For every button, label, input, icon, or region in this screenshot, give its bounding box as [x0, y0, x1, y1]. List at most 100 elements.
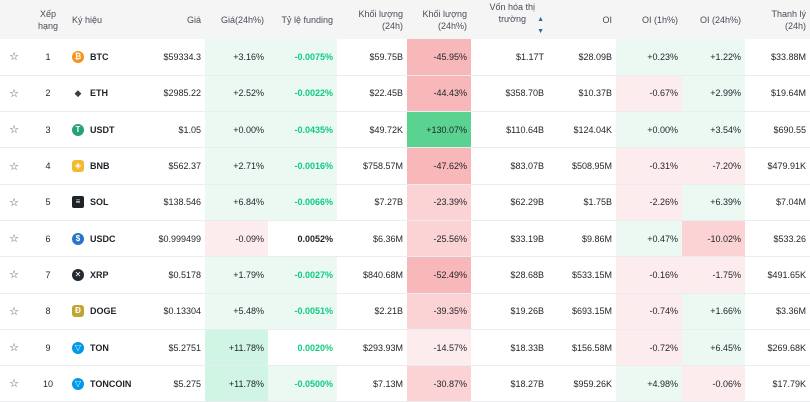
- price-change-cell: +2.52%: [205, 75, 268, 112]
- symbol-cell[interactable]: ▽ TONCOIN: [68, 366, 140, 402]
- oi-24h-cell: -0.06%: [682, 365, 745, 402]
- favorite-star-icon[interactable]: ☆: [9, 305, 19, 318]
- favorite-star-icon[interactable]: ☆: [9, 160, 19, 173]
- favorite-star-icon[interactable]: ☆: [9, 378, 19, 391]
- oi-1h-cell: +0.00%: [616, 111, 682, 148]
- symbol-cell[interactable]: ▽ TON: [68, 329, 140, 365]
- symbol-cell[interactable]: Ð DOGE: [68, 293, 140, 329]
- rank-header[interactable]: Xếp hạng: [37, 8, 59, 31]
- table-row[interactable]: ☆ 6 $ USDC $0.999499 -0.09% 0.0052% $6.36M -25.5…: [0, 220, 810, 257]
- volume-cell: $6.36M: [372, 233, 403, 244]
- liquidation-cell: $17.79K: [772, 378, 806, 389]
- oi-24h-cell: +6.45%: [682, 329, 745, 366]
- volume-change-cell: -47.62%: [407, 147, 471, 185]
- table-row[interactable]: ☆ 5 ≡ SOL $138.546 +6.84% -0.0066% $7.27B -23.39…: [0, 184, 810, 221]
- price-cell: $5.275: [173, 378, 201, 389]
- star-column-header: [0, 0, 28, 39]
- table-row[interactable]: ☆ 4 ◈ BNB $562.37 +2.71% -0.0016% $758.57M -47.6…: [0, 147, 810, 185]
- symbol-cell[interactable]: $ USDC: [68, 220, 140, 256]
- table-row[interactable]: ☆ 8 Ð DOGE $0.13304 +5.48% -0.0051% $2.21B -39.3…: [0, 293, 810, 330]
- table-row[interactable]: ☆ 9 ▽ TON $5.2751 +11.78% 0.0020% $293.93M -14.5…: [0, 329, 810, 366]
- favorite-star-icon[interactable]: ☆: [9, 87, 19, 100]
- favorite-star-icon[interactable]: ☆: [9, 124, 19, 137]
- oi-1h-cell: +4.98%: [616, 365, 682, 402]
- oi-1h-cell: +0.47%: [616, 220, 682, 257]
- oi-header[interactable]: OI: [602, 14, 612, 25]
- price-change-header[interactable]: Giá(24h%): [220, 14, 264, 25]
- volume-change-cell: -23.39%: [407, 184, 471, 221]
- symbol-label: USDC: [90, 233, 116, 244]
- oi-24h-cell: +1.66%: [682, 293, 745, 330]
- funding-header[interactable]: Tỷ lệ funding: [281, 14, 333, 25]
- favorite-star-icon[interactable]: ☆: [9, 342, 19, 355]
- symbol-label: USDT: [90, 124, 115, 135]
- funding-cell: -0.0051%: [268, 293, 337, 330]
- liquidation-cell: $690.55: [773, 124, 806, 135]
- price-header[interactable]: Giá: [186, 14, 201, 25]
- table-row[interactable]: ☆ 1 ₿ BTC $59334.3 +3.16% -0.0075% $59.75B -45.9…: [0, 39, 810, 76]
- price-change-cell: +5.48%: [205, 293, 268, 330]
- oi-24h-cell: +6.39%: [682, 184, 745, 221]
- symbol-header[interactable]: Ký hiệu: [72, 14, 103, 25]
- rank-cell: 5: [45, 197, 51, 208]
- oi-cell: $1.75B: [583, 197, 612, 208]
- volume-cell: $49.72K: [369, 124, 403, 135]
- rank-cell: 1: [45, 51, 51, 62]
- funding-cell: -0.0500%: [268, 365, 337, 402]
- favorite-star-icon[interactable]: ☆: [9, 196, 19, 209]
- symbol-cell[interactable]: ✕ XRP: [68, 257, 140, 293]
- liquidation-cell: $533.26: [773, 233, 806, 244]
- favorite-star-icon[interactable]: ☆: [9, 269, 19, 282]
- sort-icon[interactable]: ▲ ▼: [537, 15, 544, 36]
- liquidation-cell: $3.36M: [775, 306, 806, 317]
- symbol-label: BNB: [90, 161, 110, 172]
- favorite-star-icon[interactable]: ☆: [9, 51, 19, 64]
- funding-cell: -0.0435%: [268, 111, 337, 148]
- market-cap-cell: $33.19B: [510, 233, 544, 244]
- oi-24h-cell: -7.20%: [682, 147, 745, 185]
- funding-cell: -0.0027%: [268, 256, 337, 294]
- price-change-cell: +11.78%: [205, 365, 268, 402]
- market-cap-cell: $62.29B: [510, 197, 544, 208]
- oi-24h-header[interactable]: OI (24h%): [699, 14, 741, 25]
- symbol-cell[interactable]: T USDT: [68, 112, 140, 148]
- oi-24h-cell: +2.99%: [682, 75, 745, 112]
- volume-header[interactable]: Khối lượng (24h): [358, 8, 403, 31]
- rank-cell: 3: [45, 124, 51, 135]
- rank-cell: 4: [45, 161, 51, 172]
- oi-1h-header[interactable]: OI (1h%): [641, 14, 678, 25]
- symbol-cell[interactable]: ₿ BTC: [68, 39, 140, 75]
- table-row[interactable]: ☆ 3 T USDT $1.05 +0.00% -0.0435% $49.72K +130.07…: [0, 111, 810, 148]
- volume-change-cell: -14.57%: [407, 329, 471, 366]
- symbol-label: ETH: [90, 88, 108, 99]
- oi-1h-cell: -0.16%: [616, 256, 682, 294]
- symbol-cell[interactable]: ◆ ETH: [68, 75, 140, 111]
- bitcoin-icon: ₿: [72, 50, 84, 63]
- oi-24h-cell: -1.75%: [682, 256, 745, 294]
- volume-change-cell: -39.35%: [407, 293, 471, 330]
- volume-change-header[interactable]: Khối lượng (24h%): [422, 8, 467, 31]
- volume-change-cell: -45.95%: [407, 39, 471, 76]
- volume-cell: $22.45B: [369, 88, 403, 99]
- liquidation-header[interactable]: Thanh lý (24h): [771, 8, 806, 31]
- symbol-cell[interactable]: ≡ SOL: [68, 184, 140, 220]
- market-cap-header[interactable]: Vốn hóa thị trường ▲ ▼: [471, 0, 548, 39]
- table-row[interactable]: ☆ 7 ✕ XRP $0.5178 +1.79% -0.0027% $840.68M -52.4…: [0, 256, 810, 294]
- toncoin-icon: ▽: [72, 341, 84, 354]
- oi-1h-cell: -0.74%: [616, 293, 682, 330]
- table-row[interactable]: ☆ 10 ▽ TONCOIN $5.275 +11.78% -0.0500% $7.13M -3…: [0, 365, 810, 402]
- market-cap-cell: $18.33B: [510, 342, 544, 353]
- market-cap-label-line2: trường: [498, 13, 526, 24]
- liquidation-cell: $491.65K: [767, 269, 806, 280]
- table-row[interactable]: ☆ 2 ◆ ETH $2985.22 +2.52% -0.0022% $22.45B -44.4…: [0, 75, 810, 112]
- oi-1h-cell: -0.31%: [616, 147, 682, 185]
- liquidation-cell: $19.64M: [770, 88, 806, 99]
- symbol-cell[interactable]: ◈ BNB: [68, 148, 140, 184]
- volume-change-cell: -52.49%: [407, 256, 471, 294]
- rank-cell: 2: [45, 88, 51, 99]
- favorite-star-icon[interactable]: ☆: [9, 233, 19, 246]
- symbol-label: BTC: [90, 51, 109, 62]
- rank-cell: 8: [45, 306, 51, 317]
- bnb-icon: ◈: [72, 160, 84, 173]
- volume-cell: $293.93M: [362, 342, 403, 353]
